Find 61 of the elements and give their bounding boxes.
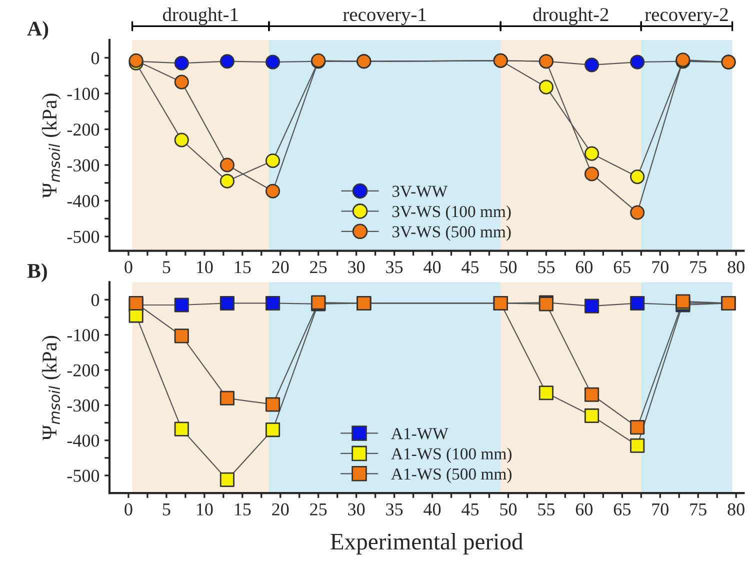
y-tick-label: -100 [67,88,100,100]
x-tick-label: 25 [310,261,327,274]
x-tick-label: 45 [462,261,479,274]
x-tick-label: 35 [386,261,403,274]
x-tick-label: 5 [162,503,170,516]
legend-label: A1-WW [391,428,448,440]
y-tick-label: -300 [67,399,100,412]
x-tick-label: 70 [652,261,668,274]
band-label: drought-2 [533,7,608,26]
x-tick-label: 55 [538,261,555,274]
x-tick-label: 80 [728,261,744,274]
y-tick-label: -100 [67,329,100,342]
x-tick-label: 10 [196,503,213,516]
y-tick-label: -400 [67,434,100,447]
y-axis-title: Ψ$_{msoil}$ (kPa) [42,94,61,198]
legend-label: 3V-WW [392,186,448,198]
x-tick-label: 15 [234,261,251,274]
x-tick-label: 65 [614,503,630,516]
x-tick-label: 20 [272,503,289,516]
x-tick-label: 20 [272,261,289,274]
x-tick-label: 75 [690,503,706,516]
band-label: drought-1 [162,7,238,26]
band-label: recovery-1 [343,8,426,26]
legend-label: 3V-WS (100 mm) [392,205,511,221]
x-tick-label: 45 [462,503,479,516]
y-tick-label: -500 [67,470,100,482]
y-axis-title: Ψ$_{msoil}$ (kPa) [42,336,61,440]
x-tick-label: 0 [124,261,132,274]
x-tick-label: 25 [310,503,327,516]
legend-label: A1-WS (500 mm) [391,468,512,484]
y-tick-label: -300 [67,159,100,172]
y-tick-label: -200 [67,364,100,376]
x-tick-label: 80 [728,503,744,516]
x-tick-label: 55 [538,503,555,516]
x-tick-label: 75 [690,261,706,274]
chart-title: A) [27,21,48,40]
x-tick-label: 60 [576,503,593,516]
x-tick-label: 40 [424,261,441,274]
x-tick-label: 70 [652,503,668,516]
x-tick-label: 15 [234,503,251,516]
y-tick-label: -200 [67,124,100,136]
x-axis-title: Experimental period [330,533,523,554]
x-tick-label: 40 [424,503,441,516]
x-tick-label: 50 [500,503,517,516]
band-label: recovery-2 [644,8,728,26]
legend-label: A1-WS (100 mm) [391,448,512,463]
y-tick-label: -400 [67,195,100,208]
x-tick-label: 30 [348,503,365,516]
chart-title: B) [27,263,47,282]
x-tick-label: 35 [386,503,403,516]
x-tick-label: 0 [124,503,132,516]
legend-label: 3V-WS (500 mm) [392,226,511,241]
y-tick-label: -500 [67,230,100,243]
x-tick-label: 60 [576,261,593,274]
x-tick-label: 10 [196,261,213,274]
x-tick-label: 50 [500,261,517,274]
x-tick-label: 5 [162,261,170,274]
y-tick-label: 0 [91,52,100,64]
x-tick-label: 65 [614,261,630,274]
y-tick-label: 0 [91,294,100,306]
x-tick-label: 30 [348,261,365,274]
